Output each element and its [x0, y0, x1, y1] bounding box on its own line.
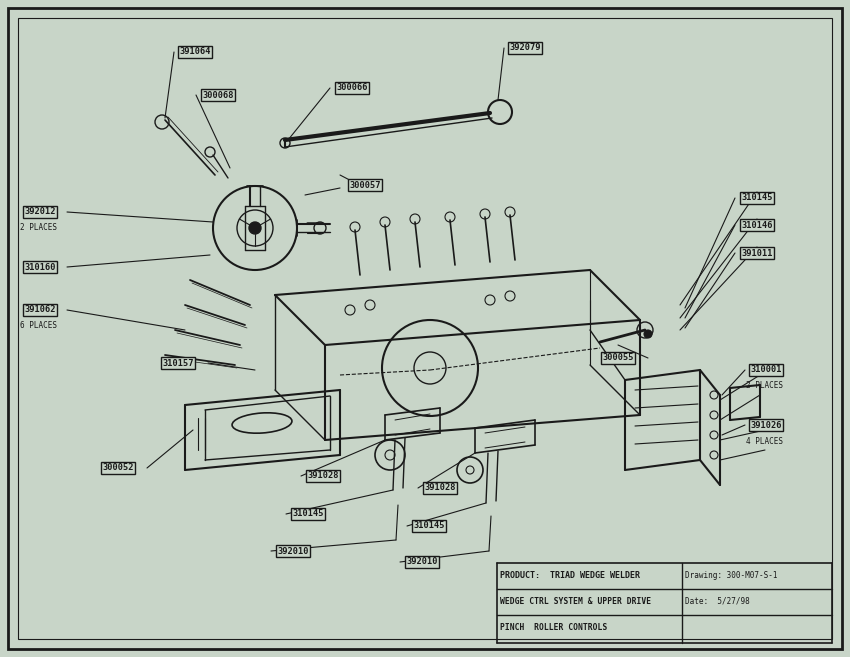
- Text: 392079: 392079: [509, 43, 541, 53]
- Text: 300068: 300068: [202, 91, 234, 99]
- Text: 2 PLACES: 2 PLACES: [20, 223, 57, 233]
- Text: 2 PLACES: 2 PLACES: [746, 380, 783, 390]
- Text: PRODUCT:  TRIAD WEDGE WELDER: PRODUCT: TRIAD WEDGE WELDER: [500, 572, 640, 581]
- Text: 391028: 391028: [424, 484, 456, 493]
- Text: 6 PLACES: 6 PLACES: [20, 321, 57, 330]
- Text: 391062: 391062: [25, 306, 56, 315]
- Text: 310146: 310146: [741, 221, 773, 229]
- Text: 310160: 310160: [25, 263, 56, 271]
- Text: Date:  5/27/98: Date: 5/27/98: [685, 597, 750, 606]
- Text: 310001: 310001: [751, 365, 782, 374]
- Text: 310145: 310145: [741, 194, 773, 202]
- Text: WEDGE CTRL SYSTEM & UPPER DRIVE: WEDGE CTRL SYSTEM & UPPER DRIVE: [500, 597, 651, 606]
- Text: 391011: 391011: [741, 248, 773, 258]
- Text: 310157: 310157: [162, 359, 194, 367]
- Text: 392010: 392010: [406, 558, 438, 566]
- Text: 300052: 300052: [102, 463, 133, 472]
- Text: 300055: 300055: [603, 353, 634, 363]
- Text: 4 PLACES: 4 PLACES: [746, 436, 783, 445]
- Text: Drawing: 300-M07-S-1: Drawing: 300-M07-S-1: [685, 572, 778, 581]
- Text: 300066: 300066: [337, 83, 368, 93]
- Text: 310145: 310145: [292, 509, 324, 518]
- Text: 300057: 300057: [349, 181, 381, 189]
- Text: PINCH  ROLLER CONTROLS: PINCH ROLLER CONTROLS: [500, 622, 607, 631]
- Text: 392012: 392012: [25, 208, 56, 217]
- Text: 391026: 391026: [751, 420, 782, 430]
- Circle shape: [249, 222, 261, 234]
- Text: 391064: 391064: [179, 47, 211, 57]
- Text: 391028: 391028: [307, 472, 339, 480]
- Circle shape: [644, 330, 652, 338]
- Text: 310145: 310145: [413, 522, 445, 530]
- Text: 392010: 392010: [277, 547, 309, 556]
